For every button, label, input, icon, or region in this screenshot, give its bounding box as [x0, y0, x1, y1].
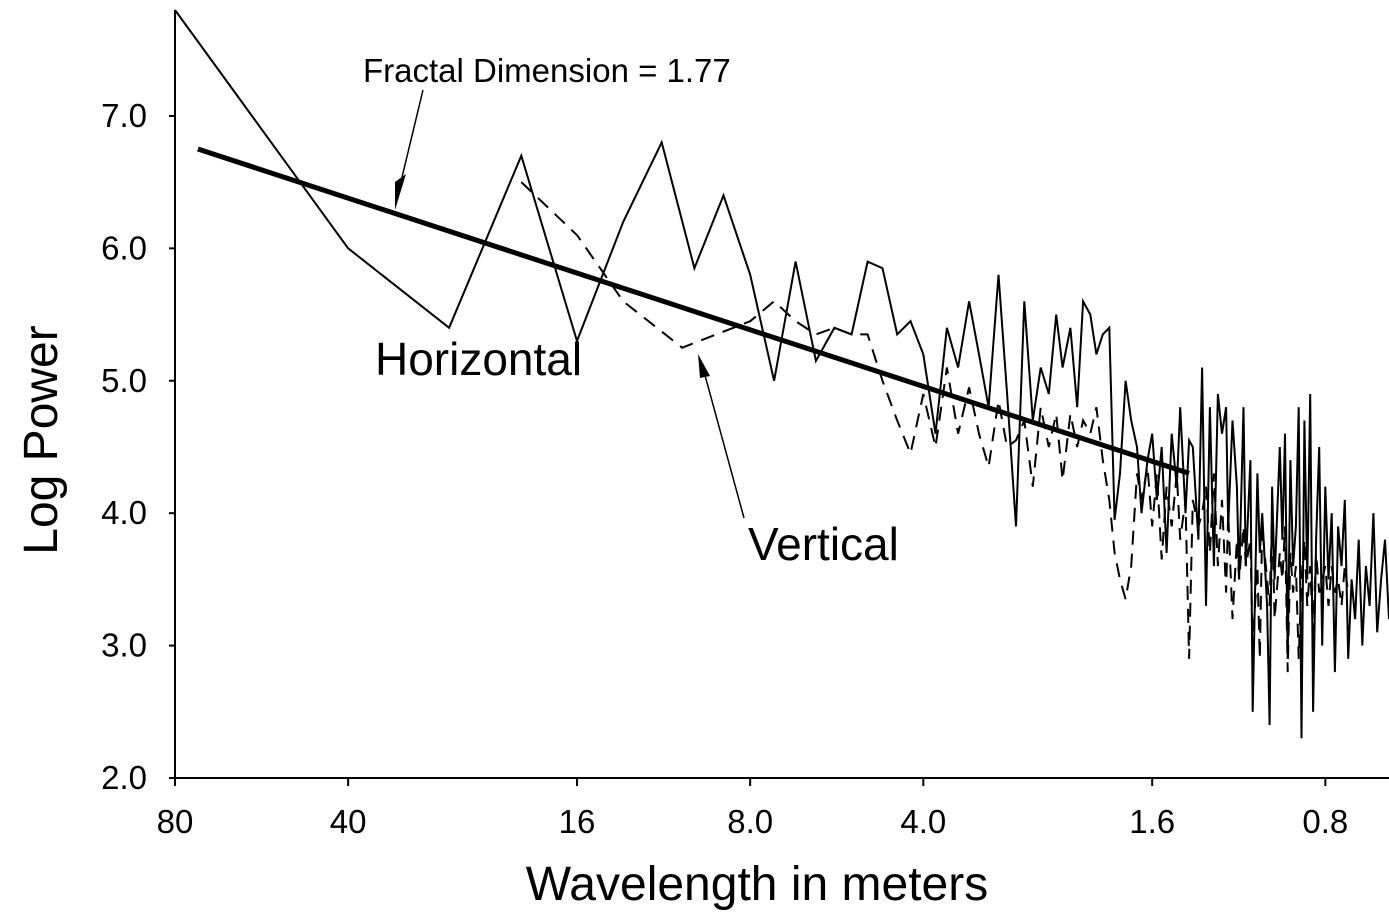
y-tick-label: 4.0: [101, 494, 147, 531]
y-tick-label: 3.0: [101, 627, 147, 664]
x-tick-label: 0.8: [1302, 803, 1348, 840]
annotations: Fractal Dimension = 1.77 Horizontal Vert…: [363, 52, 899, 570]
x-axis-title: Wavelength in meters: [526, 858, 988, 911]
x-tick-label: 4.0: [900, 803, 946, 840]
x-tick-label: 8.0: [727, 803, 773, 840]
fractal-arrow-head: [395, 174, 406, 210]
y-axis-title: Log Power: [15, 325, 68, 554]
vertical-label: Vertical: [748, 518, 899, 570]
y-tick-label: 6.0: [101, 229, 147, 266]
series-line-solid: [174, 9, 1389, 739]
vertical-arrow-shaft: [702, 367, 745, 519]
fit-line: [197, 146, 1190, 476]
x-ticks: 80 40 16 8.0 4.0 1.6 0.8: [157, 778, 1348, 840]
x-tick-label: 80: [157, 803, 194, 840]
y-tick-label: 7.0: [101, 97, 147, 134]
horizontal-label: Horizontal: [375, 333, 582, 385]
x-tick-label: 40: [330, 803, 367, 840]
fractal-dimension-label: Fractal Dimension = 1.77: [363, 52, 731, 89]
series-layer: [174, 9, 1389, 739]
y-tick-label: 2.0: [101, 759, 147, 796]
series-line-dashed: [520, 181, 1350, 673]
y-ticks: 2.0 3.0 4.0 5.0 6.0 7.0: [101, 97, 175, 796]
x-tick-label: 16: [559, 803, 596, 840]
y-tick-label: 5.0: [101, 362, 147, 399]
axes: [174, 10, 1389, 779]
x-tick-label: 1.6: [1129, 803, 1175, 840]
vertical-arrow-head: [698, 354, 710, 378]
